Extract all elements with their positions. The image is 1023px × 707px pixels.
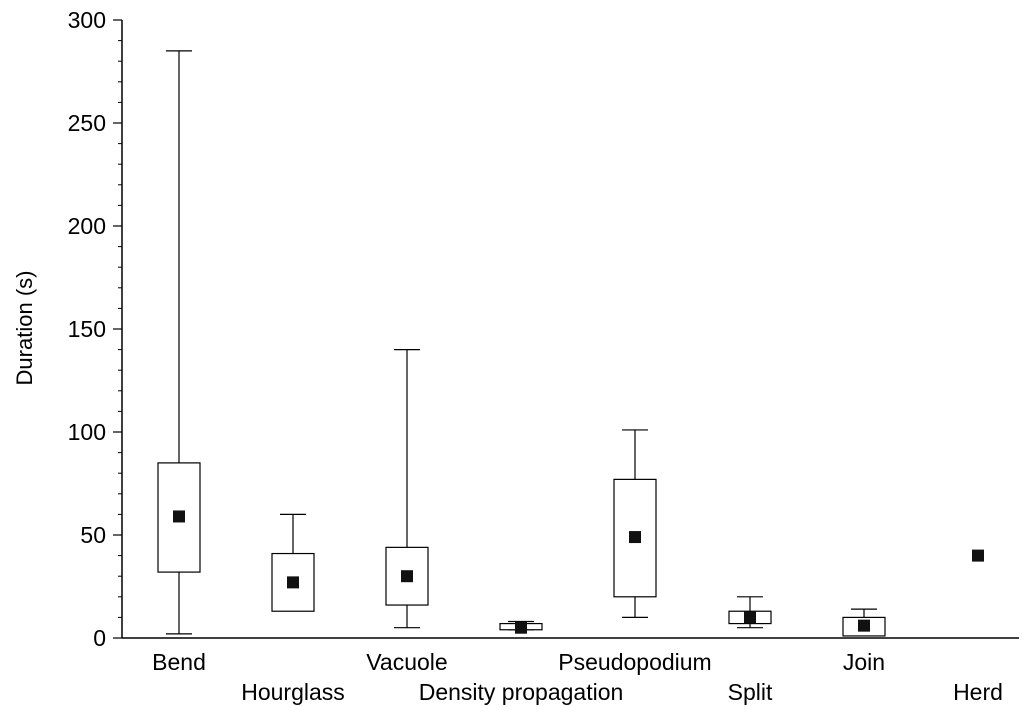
box-series [157,50,984,637]
y-tick-label: 50 [80,522,106,548]
x-category-label: Vacuole [366,649,447,675]
box-pseudopodium [613,429,657,619]
mean-marker [173,510,185,523]
x-category-label: Bend [152,649,206,675]
x-category-label: Split [728,679,773,705]
box-herd [972,549,984,562]
y-tick-label: 0 [93,625,106,651]
x-category-label: Hourglass [241,679,345,705]
box-hourglass [271,513,315,612]
y-tick-label: 150 [68,316,106,342]
mean-marker [401,570,413,583]
y-axis-title: Duration (s) [12,271,37,386]
mean-marker [287,576,299,589]
x-category-label: Density propagation [419,679,624,705]
mean-marker [744,611,756,624]
x-axis: Bend Hourglass Vacuole Density propagation P… [122,637,1019,705]
y-tick-label: 300 [68,7,106,33]
box-join [842,608,886,637]
y-axis: 0 50 100 150 200 250 300 [68,7,123,651]
x-category-label: Pseudopodium [558,649,711,675]
mean-marker [629,531,641,544]
mean-marker [972,549,984,562]
box-bend [157,50,201,635]
mean-marker [515,621,527,634]
iqr-box [157,462,201,573]
x-category-label: Join [843,649,885,675]
y-tick-label: 250 [68,110,106,136]
y-tick-label: 200 [68,213,106,239]
box-density-propagation [499,620,543,634]
y-tick-label: 100 [68,419,106,445]
box-vacuole [385,349,429,629]
mean-marker [858,619,870,632]
x-category-label: Herd [953,679,1003,705]
box-split [728,596,772,629]
